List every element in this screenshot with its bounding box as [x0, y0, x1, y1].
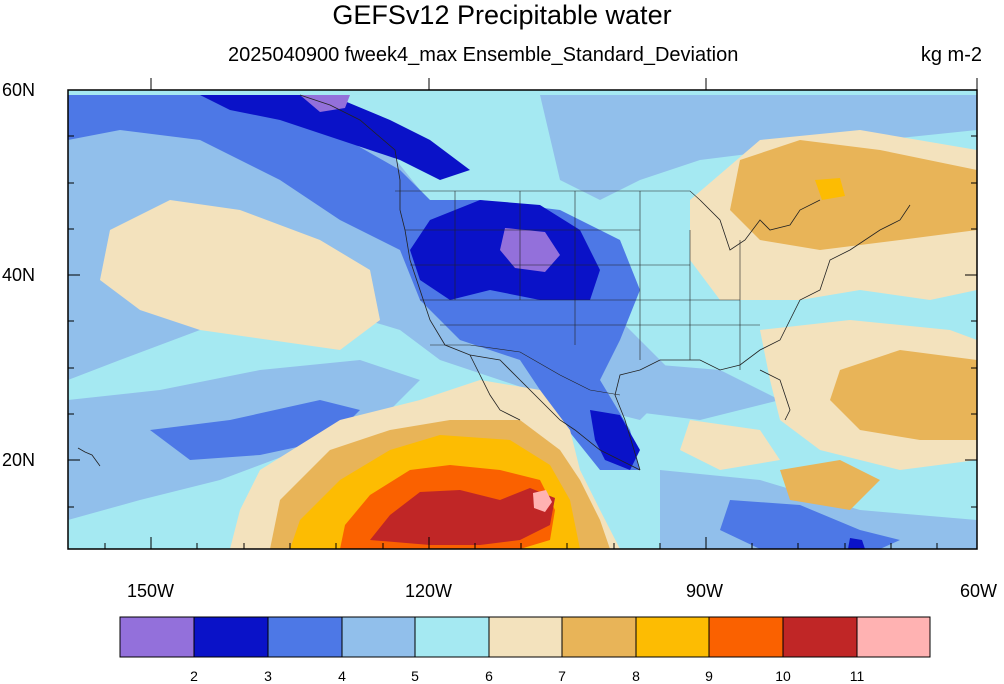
- lat-label-20n: 20N: [2, 450, 36, 470]
- lon-label-120w: 120W: [405, 581, 453, 601]
- colorbar-swatch: [120, 617, 194, 657]
- colorbar-swatch: [783, 617, 857, 657]
- colorbar-label: 8: [632, 668, 640, 684]
- map-title: GEFSv12 Precipitable water: [332, 0, 672, 30]
- contour-field: [68, 90, 977, 549]
- colorbar-swatch: [194, 617, 268, 657]
- units-label: kg m-2: [920, 44, 982, 66]
- lat-label-60n: 60N: [2, 80, 36, 100]
- colorbar-label: 10: [775, 668, 791, 684]
- political-borders: [395, 190, 760, 396]
- colorbar-label: 4: [338, 668, 346, 684]
- colorbar-label: 2: [190, 668, 198, 684]
- colorbar-swatch: [342, 617, 415, 657]
- colorbar-swatch: [562, 617, 636, 657]
- colorbar-swatch: [489, 617, 562, 657]
- colorbar-label: 9: [705, 668, 713, 684]
- colorbar-label: 3: [264, 668, 272, 684]
- lon-label-90w: 90W: [686, 581, 724, 601]
- colorbar-label: 5: [411, 668, 419, 684]
- colorbar: [119, 616, 931, 658]
- lon-label-150w: 150W: [127, 581, 175, 601]
- lat-label-40n: 40N: [2, 265, 36, 285]
- colorbar-label: 7: [558, 668, 566, 684]
- colorbar-swatch: [857, 617, 930, 657]
- colorbar-swatch: [709, 617, 783, 657]
- colorbar-swatch: [636, 617, 709, 657]
- colorbar-swatch: [268, 617, 342, 657]
- map-subtitle: 2025040900 fweek4_max Ensemble_Standard_…: [228, 44, 739, 66]
- axis-ticks: [68, 78, 978, 549]
- coastlines: [77, 94, 911, 471]
- colorbar-label: 6: [485, 668, 493, 684]
- colorbar-swatch: [415, 617, 489, 657]
- colorbar-label: 11: [849, 668, 865, 684]
- lon-label-60w: 60W: [960, 581, 998, 601]
